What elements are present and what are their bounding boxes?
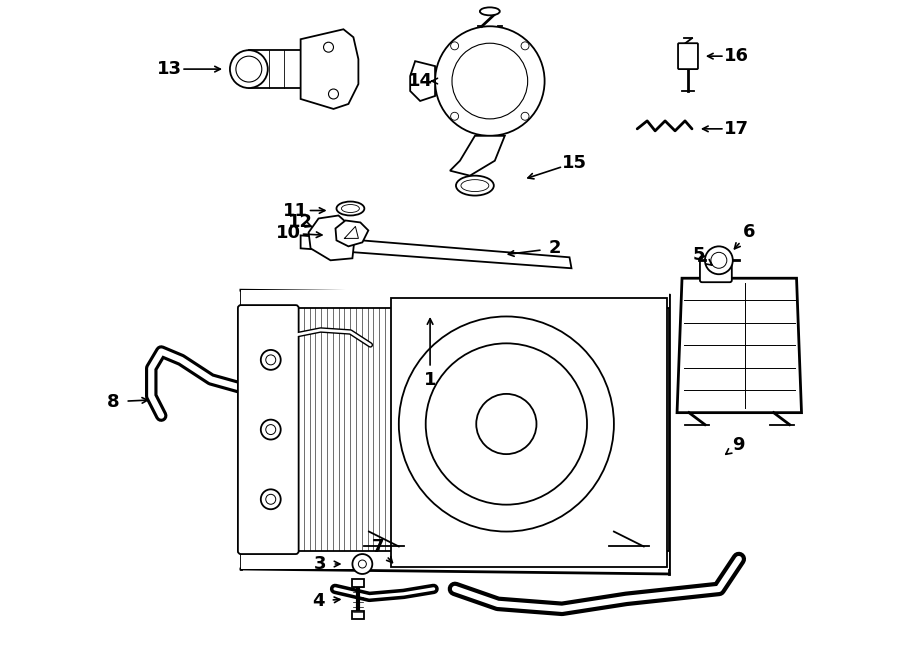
Ellipse shape bbox=[337, 202, 365, 215]
FancyBboxPatch shape bbox=[678, 43, 698, 69]
Circle shape bbox=[261, 489, 281, 509]
Circle shape bbox=[261, 350, 281, 370]
Circle shape bbox=[353, 554, 373, 574]
Text: 4: 4 bbox=[312, 592, 325, 610]
Polygon shape bbox=[309, 215, 356, 260]
Text: 1: 1 bbox=[424, 371, 436, 389]
Ellipse shape bbox=[461, 180, 489, 192]
Circle shape bbox=[451, 42, 459, 50]
Circle shape bbox=[266, 355, 275, 365]
Text: 16: 16 bbox=[724, 47, 750, 65]
Circle shape bbox=[476, 394, 536, 454]
Ellipse shape bbox=[341, 204, 359, 212]
Ellipse shape bbox=[230, 50, 268, 88]
Circle shape bbox=[261, 420, 281, 440]
Text: 9: 9 bbox=[733, 436, 745, 453]
FancyBboxPatch shape bbox=[241, 551, 669, 569]
Polygon shape bbox=[391, 298, 667, 567]
Text: 5: 5 bbox=[693, 247, 706, 264]
Circle shape bbox=[451, 112, 459, 120]
Circle shape bbox=[435, 26, 544, 136]
Text: 13: 13 bbox=[157, 60, 182, 78]
Text: 17: 17 bbox=[724, 120, 750, 138]
FancyBboxPatch shape bbox=[353, 579, 364, 587]
Text: 14: 14 bbox=[408, 72, 433, 90]
Ellipse shape bbox=[236, 56, 262, 82]
FancyBboxPatch shape bbox=[238, 305, 299, 554]
Text: 3: 3 bbox=[314, 555, 327, 573]
Circle shape bbox=[328, 89, 338, 99]
Polygon shape bbox=[410, 61, 435, 101]
FancyBboxPatch shape bbox=[353, 611, 364, 619]
Circle shape bbox=[426, 343, 587, 504]
Circle shape bbox=[399, 317, 614, 531]
Circle shape bbox=[705, 247, 733, 274]
Circle shape bbox=[711, 253, 727, 268]
Ellipse shape bbox=[480, 7, 500, 15]
Polygon shape bbox=[450, 136, 505, 176]
Polygon shape bbox=[301, 235, 572, 268]
Circle shape bbox=[323, 42, 334, 52]
Text: 11: 11 bbox=[284, 202, 308, 219]
Text: 2: 2 bbox=[548, 239, 561, 257]
Ellipse shape bbox=[456, 176, 494, 196]
Polygon shape bbox=[301, 29, 358, 109]
Circle shape bbox=[358, 560, 366, 568]
Text: 15: 15 bbox=[562, 154, 587, 172]
Circle shape bbox=[266, 424, 275, 434]
Circle shape bbox=[266, 494, 275, 504]
Text: 7: 7 bbox=[372, 538, 384, 556]
Text: 10: 10 bbox=[276, 225, 302, 243]
Circle shape bbox=[521, 112, 529, 120]
Text: 6: 6 bbox=[742, 223, 755, 241]
Circle shape bbox=[452, 43, 527, 119]
Circle shape bbox=[521, 42, 529, 50]
Text: 8: 8 bbox=[107, 393, 120, 410]
Text: 12: 12 bbox=[288, 214, 313, 231]
FancyBboxPatch shape bbox=[241, 290, 669, 308]
FancyBboxPatch shape bbox=[700, 256, 732, 282]
Polygon shape bbox=[677, 278, 802, 412]
Polygon shape bbox=[336, 221, 368, 247]
